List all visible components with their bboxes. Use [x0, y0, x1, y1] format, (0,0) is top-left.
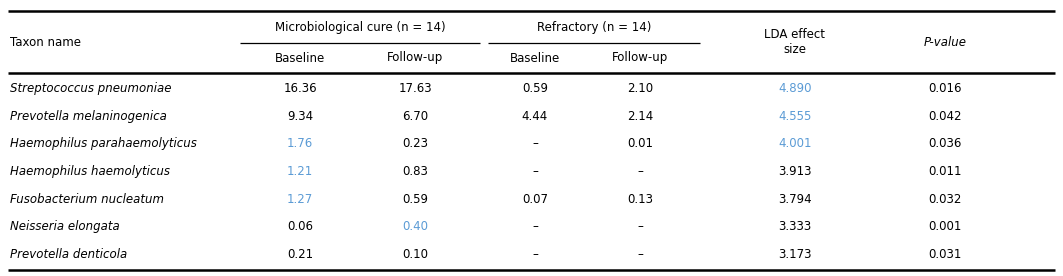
Text: 3.173: 3.173: [778, 248, 812, 261]
Text: 0.031: 0.031: [928, 248, 962, 261]
Text: 0.016: 0.016: [928, 82, 962, 95]
Text: 2.10: 2.10: [627, 82, 653, 95]
Text: 0.032: 0.032: [928, 193, 962, 206]
Text: –: –: [533, 137, 538, 150]
Text: Prevotella denticola: Prevotella denticola: [10, 248, 128, 261]
Text: 9.34: 9.34: [287, 110, 314, 123]
Text: 0.036: 0.036: [928, 137, 962, 150]
Text: Neisseria elongata: Neisseria elongata: [10, 220, 120, 233]
Text: Baseline: Baseline: [275, 52, 325, 65]
Text: Prevotella melaninogenica: Prevotella melaninogenica: [10, 110, 167, 123]
Text: 16.36: 16.36: [283, 82, 317, 95]
Text: P-value: P-value: [924, 36, 966, 49]
Text: 0.042: 0.042: [928, 110, 962, 123]
Text: 3.913: 3.913: [778, 165, 812, 178]
Text: –: –: [637, 220, 643, 233]
Text: LDA effect
size: LDA effect size: [764, 28, 826, 56]
Text: 0.23: 0.23: [402, 137, 428, 150]
Text: Taxon name: Taxon name: [10, 36, 81, 49]
Text: –: –: [637, 165, 643, 178]
Text: 6.70: 6.70: [402, 110, 428, 123]
Text: 0.01: 0.01: [627, 137, 653, 150]
Text: 1.21: 1.21: [287, 165, 314, 178]
Text: Refractory (n = 14): Refractory (n = 14): [537, 22, 652, 34]
Text: –: –: [637, 248, 643, 261]
Text: –: –: [533, 165, 538, 178]
Text: –: –: [533, 220, 538, 233]
Text: 0.10: 0.10: [402, 248, 428, 261]
Text: 0.13: 0.13: [627, 193, 653, 206]
Text: 4.555: 4.555: [778, 110, 812, 123]
Text: 0.40: 0.40: [402, 220, 428, 233]
Text: 1.76: 1.76: [287, 137, 314, 150]
Text: Streptococcus pneumoniae: Streptococcus pneumoniae: [10, 82, 171, 95]
Text: 3.333: 3.333: [778, 220, 812, 233]
Text: Haemophilus haemolyticus: Haemophilus haemolyticus: [10, 165, 170, 178]
Text: Baseline: Baseline: [510, 52, 560, 65]
Text: Follow-up: Follow-up: [612, 52, 669, 65]
Text: 3.794: 3.794: [778, 193, 812, 206]
Text: 1.27: 1.27: [287, 193, 314, 206]
Text: 4.44: 4.44: [522, 110, 549, 123]
Text: 0.001: 0.001: [928, 220, 962, 233]
Text: 0.06: 0.06: [287, 220, 313, 233]
Text: Follow-up: Follow-up: [387, 52, 443, 65]
Text: 0.21: 0.21: [287, 248, 314, 261]
Text: 0.59: 0.59: [522, 82, 549, 95]
Text: 4.890: 4.890: [778, 82, 812, 95]
Text: 0.83: 0.83: [402, 165, 428, 178]
Text: 2.14: 2.14: [627, 110, 653, 123]
Text: 0.011: 0.011: [928, 165, 962, 178]
Text: Haemophilus parahaemolyticus: Haemophilus parahaemolyticus: [10, 137, 197, 150]
Text: 0.07: 0.07: [522, 193, 549, 206]
Text: 4.001: 4.001: [778, 137, 812, 150]
Text: Fusobacterium nucleatum: Fusobacterium nucleatum: [10, 193, 164, 206]
Text: 17.63: 17.63: [399, 82, 432, 95]
Text: 0.59: 0.59: [402, 193, 428, 206]
Text: Microbiological cure (n = 14): Microbiological cure (n = 14): [274, 22, 445, 34]
Text: –: –: [533, 248, 538, 261]
